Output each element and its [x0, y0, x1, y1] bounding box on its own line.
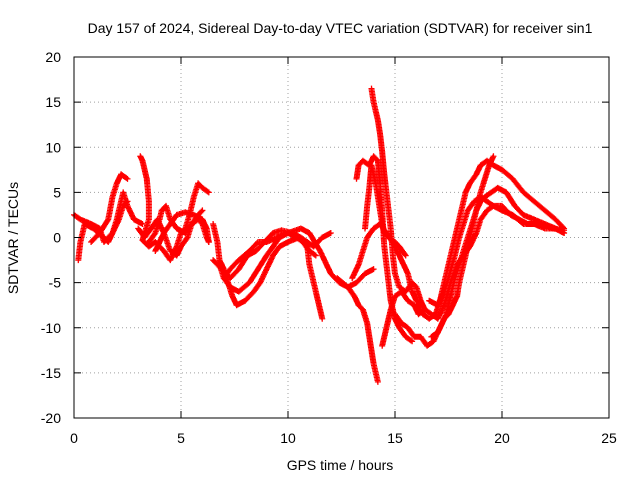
- y-tick-label: 20: [45, 49, 61, 65]
- y-tick-label: 5: [53, 184, 61, 200]
- data-point-markers: [145, 202, 206, 245]
- tick-labels: 0 5 10 15 20 25 -20 -15 -10 -5 0 5 10 15 20: [41, 49, 617, 446]
- y-tick-label: 15: [45, 94, 61, 110]
- x-tick-label: 0: [70, 430, 78, 446]
- data-point-markers: [368, 85, 428, 313]
- y-tick-label: -20: [41, 410, 61, 426]
- x-tick-label: 5: [177, 430, 185, 446]
- y-tick-label: -10: [41, 320, 61, 336]
- y-tick-label: -15: [41, 365, 61, 381]
- x-axis-label: GPS time / hours: [287, 457, 394, 473]
- series-track-16: [349, 221, 424, 309]
- data-point-markers: [413, 157, 568, 322]
- series-track-3: [88, 171, 131, 245]
- data-point-markers: [88, 171, 131, 245]
- y-tick-label: 0: [53, 230, 61, 246]
- x-tick-label: 20: [494, 430, 510, 446]
- data-point-markers: [349, 221, 424, 309]
- data-point-markers: [137, 153, 212, 264]
- series-track-14: [368, 85, 428, 313]
- y-tick-label: -5: [49, 275, 62, 291]
- x-tick-label: 15: [387, 430, 403, 446]
- x-tick-label: 25: [601, 430, 617, 446]
- x-tick-label: 10: [280, 430, 296, 446]
- series-track-19: [413, 157, 568, 322]
- y-axis-label: SDTVAR / TECUs: [5, 182, 21, 294]
- chart-title: Day 157 of 2024, Sidereal Day-to-day VTE…: [88, 20, 593, 36]
- series-track-7: [145, 202, 206, 245]
- series-track-4: [137, 153, 212, 264]
- y-tick-label: 10: [45, 139, 61, 155]
- data-point-markers: [426, 193, 568, 309]
- series-track-21: [426, 193, 568, 309]
- data-markers: [71, 85, 568, 385]
- series-track-12: [334, 275, 381, 385]
- data-point-markers: [334, 275, 381, 385]
- axis-ticks: [73, 56, 610, 419]
